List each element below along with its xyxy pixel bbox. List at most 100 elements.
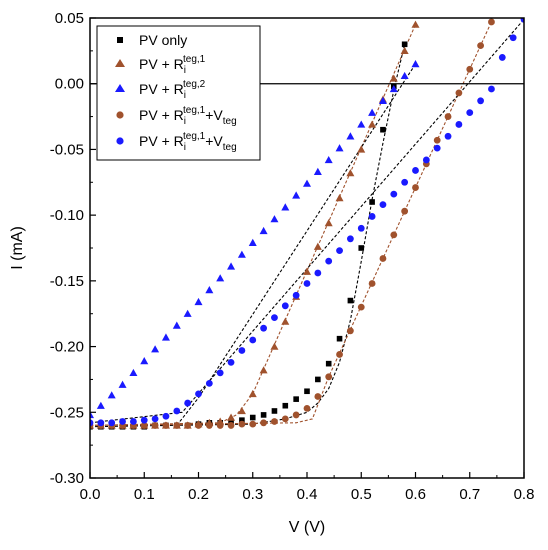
data-point-circle [379,201,387,209]
data-point-circle [379,255,387,262]
data-point-square [228,418,234,425]
data-point-circle [173,422,181,429]
data-point-circle [422,156,430,164]
data-point-square [369,199,375,205]
data-point-circle [314,269,322,277]
data-point-circle [325,257,333,265]
x-axis-title: V (V) [289,519,325,536]
data-point-square [401,41,408,48]
data-point-triangle [227,262,236,270]
data-point-square [304,388,310,395]
y-tick-label: 0.05 [55,10,84,27]
data-point-triangle [292,191,301,199]
data-points [90,18,524,430]
data-point-circle [357,303,365,311]
data-point-circle [336,351,343,358]
data-point-circle [249,336,257,344]
data-point-triangle [335,194,344,202]
y-axis-title: I (mA) [9,226,26,270]
data-point-circle [390,231,398,239]
data-point-square [260,412,267,418]
data-point-square [271,408,278,414]
data-point-square [293,396,299,402]
data-point-square [347,297,354,304]
legend-square-marker [117,37,123,43]
data-point-triangle [389,74,398,82]
data-point-circle [227,422,235,429]
data-point-triangle [400,71,409,80]
data-point-circle [140,422,148,429]
data-point-circle [151,415,159,423]
data-point-circle [162,422,170,429]
data-point-triangle [346,132,355,140]
y-tick-label: -0.10 [50,207,84,224]
data-point-square [336,335,343,342]
legend-circle-blue-marker [116,137,124,145]
data-point-circle [336,247,343,255]
x-tick-label: 0.7 [459,486,480,503]
data-point-circle [292,291,300,299]
x-tick-label: 0.0 [80,486,101,503]
legend-label-pv-only: PV only [139,32,187,48]
data-point-circle [271,418,278,425]
fit-line [90,21,492,426]
fit-line [176,63,416,426]
data-point-triangle [118,380,127,388]
data-point-triangle [259,366,268,374]
data-point-circle [498,54,506,61]
data-point-triangle [172,321,181,329]
x-tick-label: 0.3 [242,486,263,503]
data-point-triangle [313,167,322,175]
data-point-circle [477,42,484,49]
data-point-circle [401,178,409,186]
data-point-triangle [248,389,257,398]
data-point-circle [412,167,419,174]
data-point-triangle [281,317,290,325]
data-point-square [315,376,321,383]
y-tick-label: -0.30 [50,470,84,487]
data-point-circle [509,34,517,42]
data-point-circle [477,97,484,105]
data-point-circle [184,422,192,429]
data-point-circle [455,121,463,128]
data-point-circle [108,419,116,427]
data-point-circle [455,89,463,97]
data-point-triangle [346,169,355,177]
data-point-circle [260,324,267,332]
data-point-circle [130,418,137,425]
data-point-triangle [270,215,279,223]
data-point-circle [173,407,181,415]
data-point-triangle [237,406,246,415]
data-point-triangle [335,144,344,152]
data-point-triangle [161,333,170,341]
data-point-triangle [270,342,279,350]
data-point-circle [281,302,289,310]
x-tick-label: 0.4 [297,486,318,503]
data-point-triangle [129,368,138,377]
data-point-circle [520,18,524,23]
data-point-circle [357,224,365,232]
x-tick-label: 0.2 [188,486,209,503]
legend: PV only PV + Riteg,1 PV + Riteg,2 PV + R… [96,25,261,161]
series [90,18,524,427]
data-point-square [325,360,332,367]
data-point-triangle [303,179,311,187]
data-point-circle [314,393,322,400]
data-point-circle [184,399,192,407]
legend-circle-brown-marker [116,111,124,119]
data-point-circle [97,419,105,427]
data-point-triangle [368,108,377,116]
y-tick-label: 0.00 [55,76,84,93]
data-point-circle [238,347,246,354]
data-point-triangle [389,84,398,93]
data-point-circle [195,390,202,398]
data-point-circle [119,418,126,425]
data-point-circle [205,379,213,387]
data-point-circle [444,132,452,140]
series [90,18,495,429]
data-point-circle [140,416,148,424]
data-point-triangle [378,96,387,104]
data-point-circle [216,422,224,429]
data-point-triangle [303,267,311,275]
